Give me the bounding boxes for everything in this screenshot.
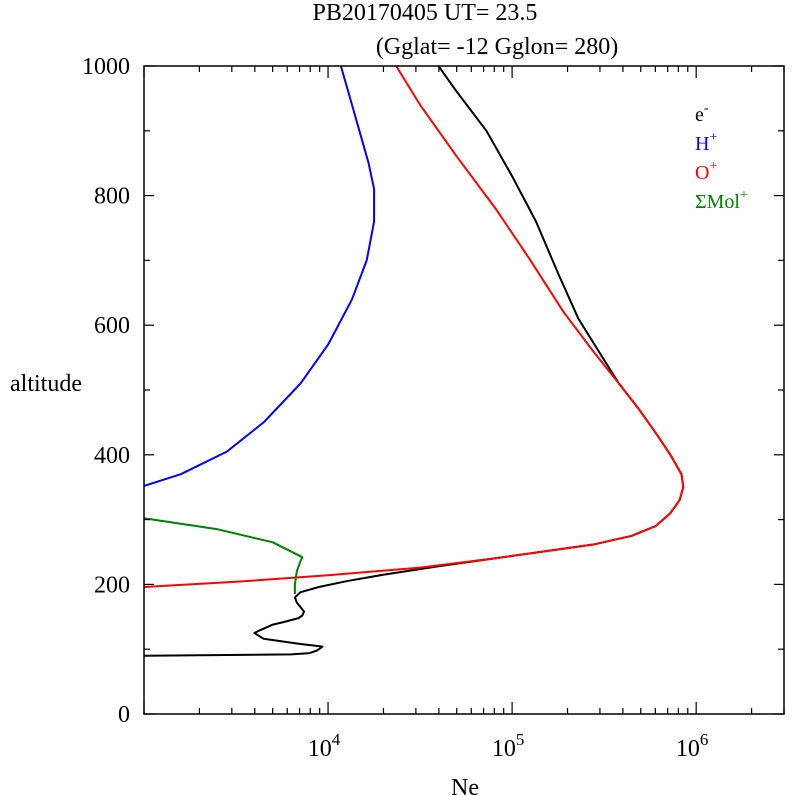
- y-tick-label: 0: [118, 702, 130, 728]
- y-tick-label: 200: [94, 572, 130, 598]
- x-tick-label: 105: [492, 730, 525, 762]
- legend-entry-mol: ΣMol+: [695, 188, 748, 213]
- series-line-mol: [143, 517, 304, 595]
- y-axis-label: altitude: [10, 371, 82, 397]
- y-tick-label: 1000: [82, 54, 130, 80]
- series-layer: [143, 65, 685, 657]
- chart-title-line-1: PB20170405 UT= 23.5: [313, 0, 538, 26]
- legend-entry-o: O+: [695, 159, 717, 184]
- y-tick-label: 600: [94, 313, 130, 339]
- x-tick-label: 106: [676, 730, 709, 762]
- legend-entry-e: e-: [695, 101, 709, 126]
- series-line-o: [143, 65, 685, 588]
- chart-title-line-2: (Gglat= -12 Gglon= 280): [376, 34, 618, 60]
- x-tick-label: 104: [308, 730, 341, 762]
- legend-entry-h: H+: [695, 130, 717, 155]
- series-line-h: [143, 65, 376, 487]
- y-tick-label: 400: [94, 443, 130, 469]
- plot-frame: [143, 65, 785, 715]
- x-axis-label: Ne: [451, 775, 479, 795]
- legend: e- H+ O+ ΣMol+: [695, 101, 748, 213]
- y-tick-label: 800: [94, 184, 130, 210]
